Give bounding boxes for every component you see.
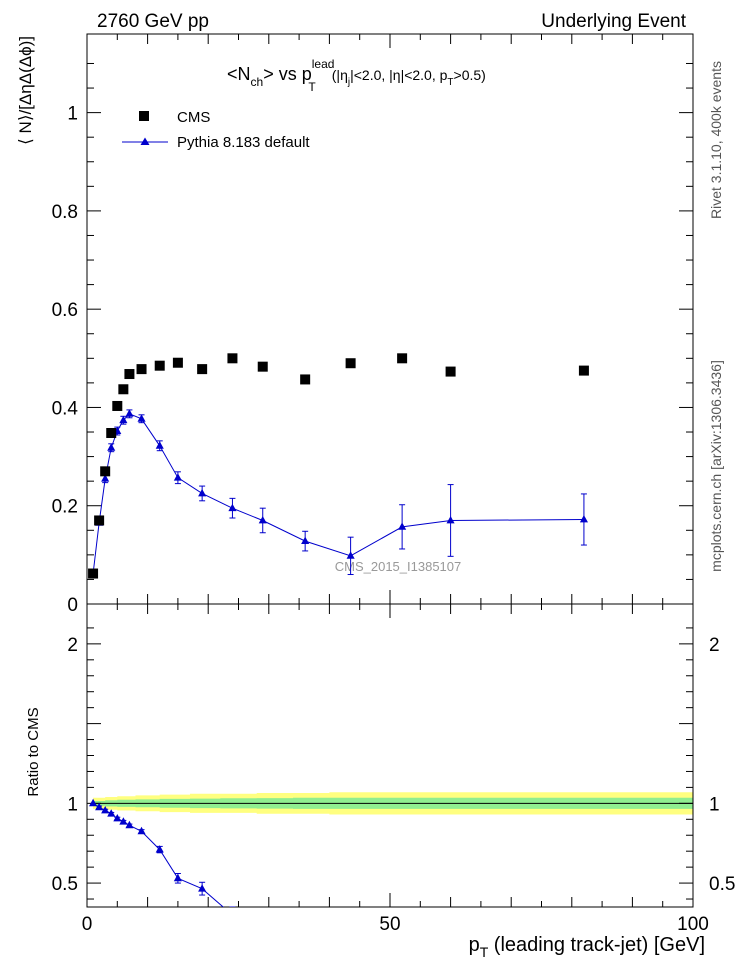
pythia-ratio-point xyxy=(119,817,128,825)
data-marks xyxy=(88,353,589,918)
pythia-ratio-point xyxy=(107,809,116,817)
pythia-main-point xyxy=(173,473,182,481)
ratio-frame xyxy=(86,603,694,908)
cms-point xyxy=(88,568,99,579)
pythia-main-line xyxy=(92,413,584,574)
main-ytick-label: 0.2 xyxy=(52,497,78,518)
ratio-series xyxy=(89,798,236,918)
pythia-ratio-point xyxy=(89,798,98,807)
ratio-ytick-label: 1 xyxy=(67,794,78,815)
cms-point xyxy=(300,374,311,385)
header-right: Underlying Event xyxy=(541,11,686,32)
ratio-ytick-label-right: 2 xyxy=(709,635,720,656)
pythia-main-point xyxy=(155,441,164,449)
pythia-ratio-point xyxy=(198,884,207,892)
x-axis-label: pT (leading track-jet) [GeV] xyxy=(469,934,705,960)
main-ytick-label: 0.8 xyxy=(52,202,78,223)
xtick-label: 0 xyxy=(82,914,93,935)
pythia-main-point xyxy=(125,409,134,417)
cms-point xyxy=(106,428,117,438)
legend-cms-label: CMS xyxy=(177,109,210,126)
pythia-ratio-point xyxy=(228,911,236,918)
cms-point xyxy=(397,353,408,364)
ratio-ytick-label-right: 0.5 xyxy=(709,874,735,895)
pythia-main-point xyxy=(198,488,207,497)
cms-point xyxy=(112,400,123,411)
mcplots-label: mcplots.cern.ch [arXiv:1306.3436] xyxy=(708,360,724,572)
main-ytick-label: 1 xyxy=(67,104,78,125)
cms-point xyxy=(100,466,111,477)
analysis-id: CMS_2015_I1385107 xyxy=(335,559,462,574)
cms-point xyxy=(445,366,456,377)
cms-point xyxy=(124,369,135,380)
pythia-ratio-point xyxy=(113,814,122,822)
rivet-label: Rivet 3.1.10, 400k events xyxy=(708,61,724,219)
ratio-ylabel: Ratio to CMS xyxy=(25,707,42,796)
cms-point xyxy=(172,357,183,368)
xtick-label: 100 xyxy=(677,914,709,935)
header-left: 2760 GeV pp xyxy=(97,11,209,32)
pythia-main-point xyxy=(137,414,146,422)
cms-point xyxy=(197,364,208,375)
cms-point xyxy=(578,365,589,376)
cms-point xyxy=(227,353,238,364)
pythia-main-point xyxy=(107,443,116,451)
pythia-main-point xyxy=(301,536,310,544)
pythia-ratio-point xyxy=(137,826,146,835)
pythia-main-point xyxy=(446,516,455,524)
pythia-ratio-point xyxy=(125,820,134,829)
ratio-ytick-label: 2 xyxy=(67,635,78,656)
cms-point xyxy=(345,358,356,369)
legend-pythia-label: Pythia 8.183 default xyxy=(177,134,310,151)
main-ytick-label: 0.4 xyxy=(52,398,79,419)
ratio-ytick-label: 0.5 xyxy=(52,874,78,895)
pythia-main-point xyxy=(119,415,128,424)
pythia-main-point xyxy=(228,503,237,512)
ratio-ytick-label-right: 1 xyxy=(709,794,720,815)
cms-point xyxy=(94,515,105,526)
cms-point xyxy=(154,360,165,371)
pythia-ratio-line xyxy=(92,802,224,907)
pythia-main-point xyxy=(579,515,588,523)
pythia-main-point xyxy=(101,474,110,482)
cms-point xyxy=(257,361,268,372)
legend: CMS Pythia 8.183 default xyxy=(122,109,310,151)
cms-point xyxy=(136,364,147,375)
main-ytick-label: 0.6 xyxy=(52,300,78,321)
pythia-main-point xyxy=(346,551,355,559)
legend-cms-marker xyxy=(139,111,149,121)
main-ylabel: ⟨ N⟩/[ΔηΔ(Δϕ)] xyxy=(16,36,35,145)
pythia-ratio-point xyxy=(95,802,104,811)
main-title: <Nch> vs plead T(|ηj|<2.0, |η|<2.0, pT>0.… xyxy=(227,57,486,94)
cms-point xyxy=(118,384,129,395)
pythia-main-point xyxy=(398,522,407,530)
axis-tick-labels: 0 0.2 0.4 0.6 0.8 1 0.5 0.5 1 1 2 2 0 50 100 xyxy=(52,104,736,935)
xtick-label: 50 xyxy=(379,914,400,935)
main-ytick-label: 0 xyxy=(67,595,78,616)
ratio-bands xyxy=(93,792,694,815)
axis-ticks xyxy=(86,34,694,907)
pythia-ratio-point xyxy=(155,845,164,853)
pythia-ratio-point xyxy=(101,806,110,814)
pythia-main-point xyxy=(258,516,267,524)
pythia-ratio-point xyxy=(173,873,182,882)
legend-pythia-marker xyxy=(140,137,150,145)
